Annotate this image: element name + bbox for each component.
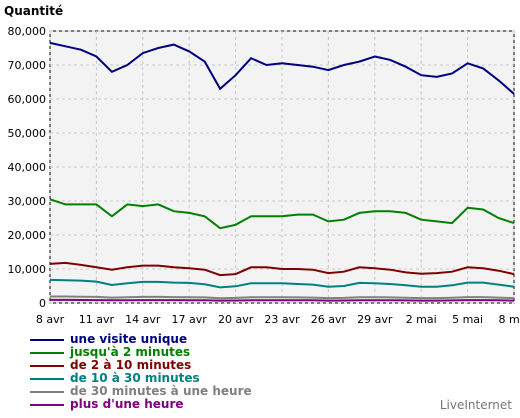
series-line-2 (49, 261, 515, 277)
legend-label: de 10 à 30 minutes (70, 371, 200, 385)
legend-item: de 10 à 30 minutes (30, 372, 252, 385)
x-tick-label: 14 avr (125, 313, 161, 326)
x-tick-label: 17 avr (172, 313, 208, 326)
legend-item: de 30 minutes à une heure (30, 385, 252, 398)
x-tick-label: 20 avr (218, 313, 254, 326)
y-axis-label: Quantité (4, 4, 63, 18)
plot-area (49, 30, 515, 304)
y-tick-label: 70,000 (8, 59, 47, 72)
legend: une visite unique jusqu'à 2 minutes de 2 à… (30, 333, 252, 411)
x-tick-label: 23 avr (264, 313, 300, 326)
series-line-5 (50, 298, 515, 302)
legend-item: plus d'une heure (30, 398, 252, 411)
series-line-0 (49, 41, 515, 95)
series-line-3 (49, 278, 515, 289)
legend-label: plus d'une heure (70, 397, 184, 411)
x-tick-label: 26 avr (311, 313, 347, 326)
y-tick-label: 40,000 (8, 161, 47, 174)
legend-item: jusqu'à 2 minutes (30, 346, 252, 359)
y-tick-label: 10,000 (8, 263, 47, 276)
x-tick-label: 29 avr (357, 313, 393, 326)
x-tick-label: 8 mai (498, 313, 520, 326)
legend-label: de 2 à 10 minutes (70, 358, 192, 372)
legend-item: de 2 à 10 minutes (30, 359, 252, 372)
legend-swatch (30, 364, 64, 367)
y-tick-label: 0 (39, 297, 46, 310)
y-tick-label: 30,000 (8, 195, 47, 208)
x-tick-label: 11 avr (79, 313, 115, 326)
legend-swatch (30, 390, 64, 393)
series-line-1 (49, 198, 515, 230)
legend-label: de 30 minutes à une heure (70, 384, 252, 398)
legend-swatch (30, 351, 64, 354)
x-tick-label: 8 avr (36, 313, 65, 326)
y-tick-label: 20,000 (8, 229, 47, 242)
y-tick-label: 50,000 (8, 127, 47, 140)
x-tick-label: 5 mai (452, 313, 483, 326)
footer-brand: LiveInternet (439, 398, 512, 412)
legend-label: jusqu'à 2 minutes (70, 345, 191, 359)
legend-swatch (30, 403, 64, 406)
x-tick-label: 2 mai (406, 313, 437, 326)
series-line-4 (50, 295, 515, 300)
legend-swatch (30, 377, 64, 380)
y-tick-label: 60,000 (8, 93, 47, 106)
y-tick-label: 80,000 (8, 25, 47, 38)
legend-item: une visite unique (30, 333, 252, 346)
legend-label: une visite unique (70, 332, 188, 346)
legend-swatch (30, 338, 64, 341)
